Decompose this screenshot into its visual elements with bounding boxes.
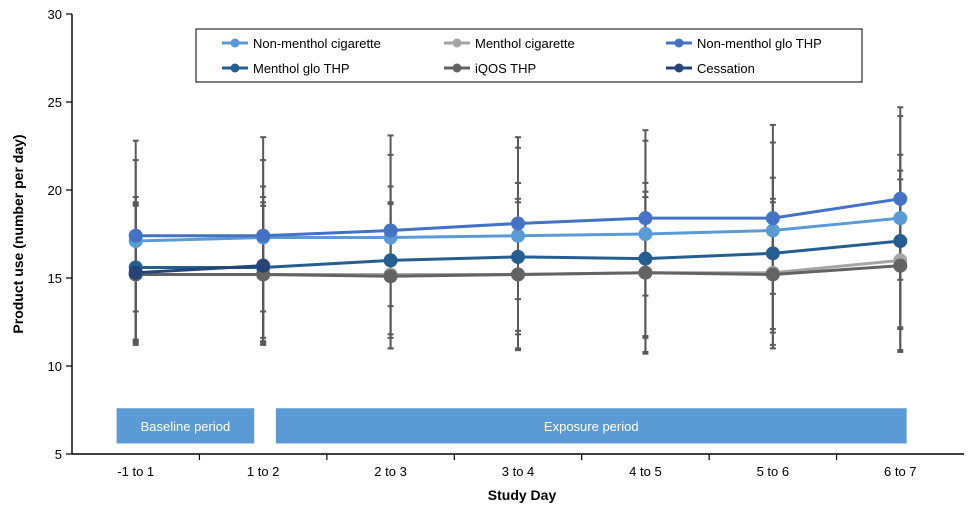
- x-tick-label: 3 to 4: [502, 464, 535, 479]
- legend-label: Non-menthol glo THP: [697, 36, 822, 51]
- data-point: [511, 249, 525, 264]
- series-points: [128, 191, 908, 284]
- data-point: [256, 228, 271, 243]
- x-tick-label: 1 to 2: [247, 464, 280, 479]
- y-axis-title: Product use (number per day): [10, 134, 26, 333]
- legend: Non-menthol cigarette Menthol cigarette No…: [195, 28, 863, 83]
- data-point: [128, 228, 143, 243]
- data-point: [765, 211, 780, 226]
- legend-marker: [230, 63, 240, 73]
- x-tick-label: 6 to 7: [884, 464, 917, 479]
- legend-label: Cessation: [697, 61, 755, 76]
- legend-label: Non-menthol cigarette: [253, 36, 381, 51]
- y-tick-label: 30: [48, 7, 62, 22]
- y-tick-label: 10: [48, 359, 62, 374]
- x-axis-title: Study Day: [488, 487, 557, 503]
- data-point: [765, 246, 780, 261]
- data-point: [383, 269, 398, 284]
- y-tick-label: 5: [55, 447, 62, 462]
- data-point: [893, 258, 908, 273]
- x-ticks: -1 to 1 1 to 2 2 to 3 3 to 4 4 to 5 5 to 6 6 t…: [117, 454, 917, 479]
- series-line-6: [135, 264, 264, 275]
- axes: [71, 14, 964, 455]
- data-point: [765, 267, 780, 282]
- data-point: [765, 223, 780, 238]
- data-point: [256, 258, 271, 273]
- y-tick-label: 20: [48, 183, 62, 198]
- legend-label: Menthol glo THP: [253, 61, 350, 76]
- period-label-1: Baseline period: [141, 419, 231, 434]
- data-point: [511, 228, 525, 243]
- x-tick-label: -1 to 1: [117, 464, 154, 479]
- y-tick-label: 15: [48, 271, 62, 286]
- data-point: [893, 211, 908, 226]
- x-tick-label: 4 to 5: [629, 464, 662, 479]
- data-point: [511, 216, 525, 231]
- period-label-2: Exposure period: [544, 419, 639, 434]
- y-ticks: 5 10 15 20 25 30: [48, 7, 72, 462]
- legend-label: iQOS THP: [475, 61, 536, 76]
- x-tick-label: 2 to 3: [374, 464, 407, 479]
- period-annotations: Baseline period Exposure period: [116, 408, 907, 444]
- legend-marker: [674, 63, 684, 73]
- legend-marker: [452, 63, 462, 73]
- data-point: [638, 251, 653, 266]
- legend-marker: [452, 38, 462, 48]
- legend-marker: [674, 38, 684, 48]
- data-point: [383, 223, 398, 238]
- data-point: [638, 265, 653, 280]
- period-band-1: [116, 408, 255, 444]
- period-band-2: [275, 408, 907, 444]
- y-tick-label: 25: [48, 95, 62, 110]
- data-point: [638, 211, 653, 226]
- legend-marker: [230, 38, 240, 48]
- legend-label: Menthol cigarette: [475, 36, 575, 51]
- data-point: [638, 227, 653, 241]
- data-point: [128, 265, 143, 280]
- legend-box: [195, 28, 863, 83]
- data-point: [383, 253, 398, 268]
- x-tick-label: 5 to 6: [757, 464, 790, 479]
- data-point: [893, 234, 908, 249]
- data-point: [893, 191, 908, 206]
- data-point: [511, 267, 525, 282]
